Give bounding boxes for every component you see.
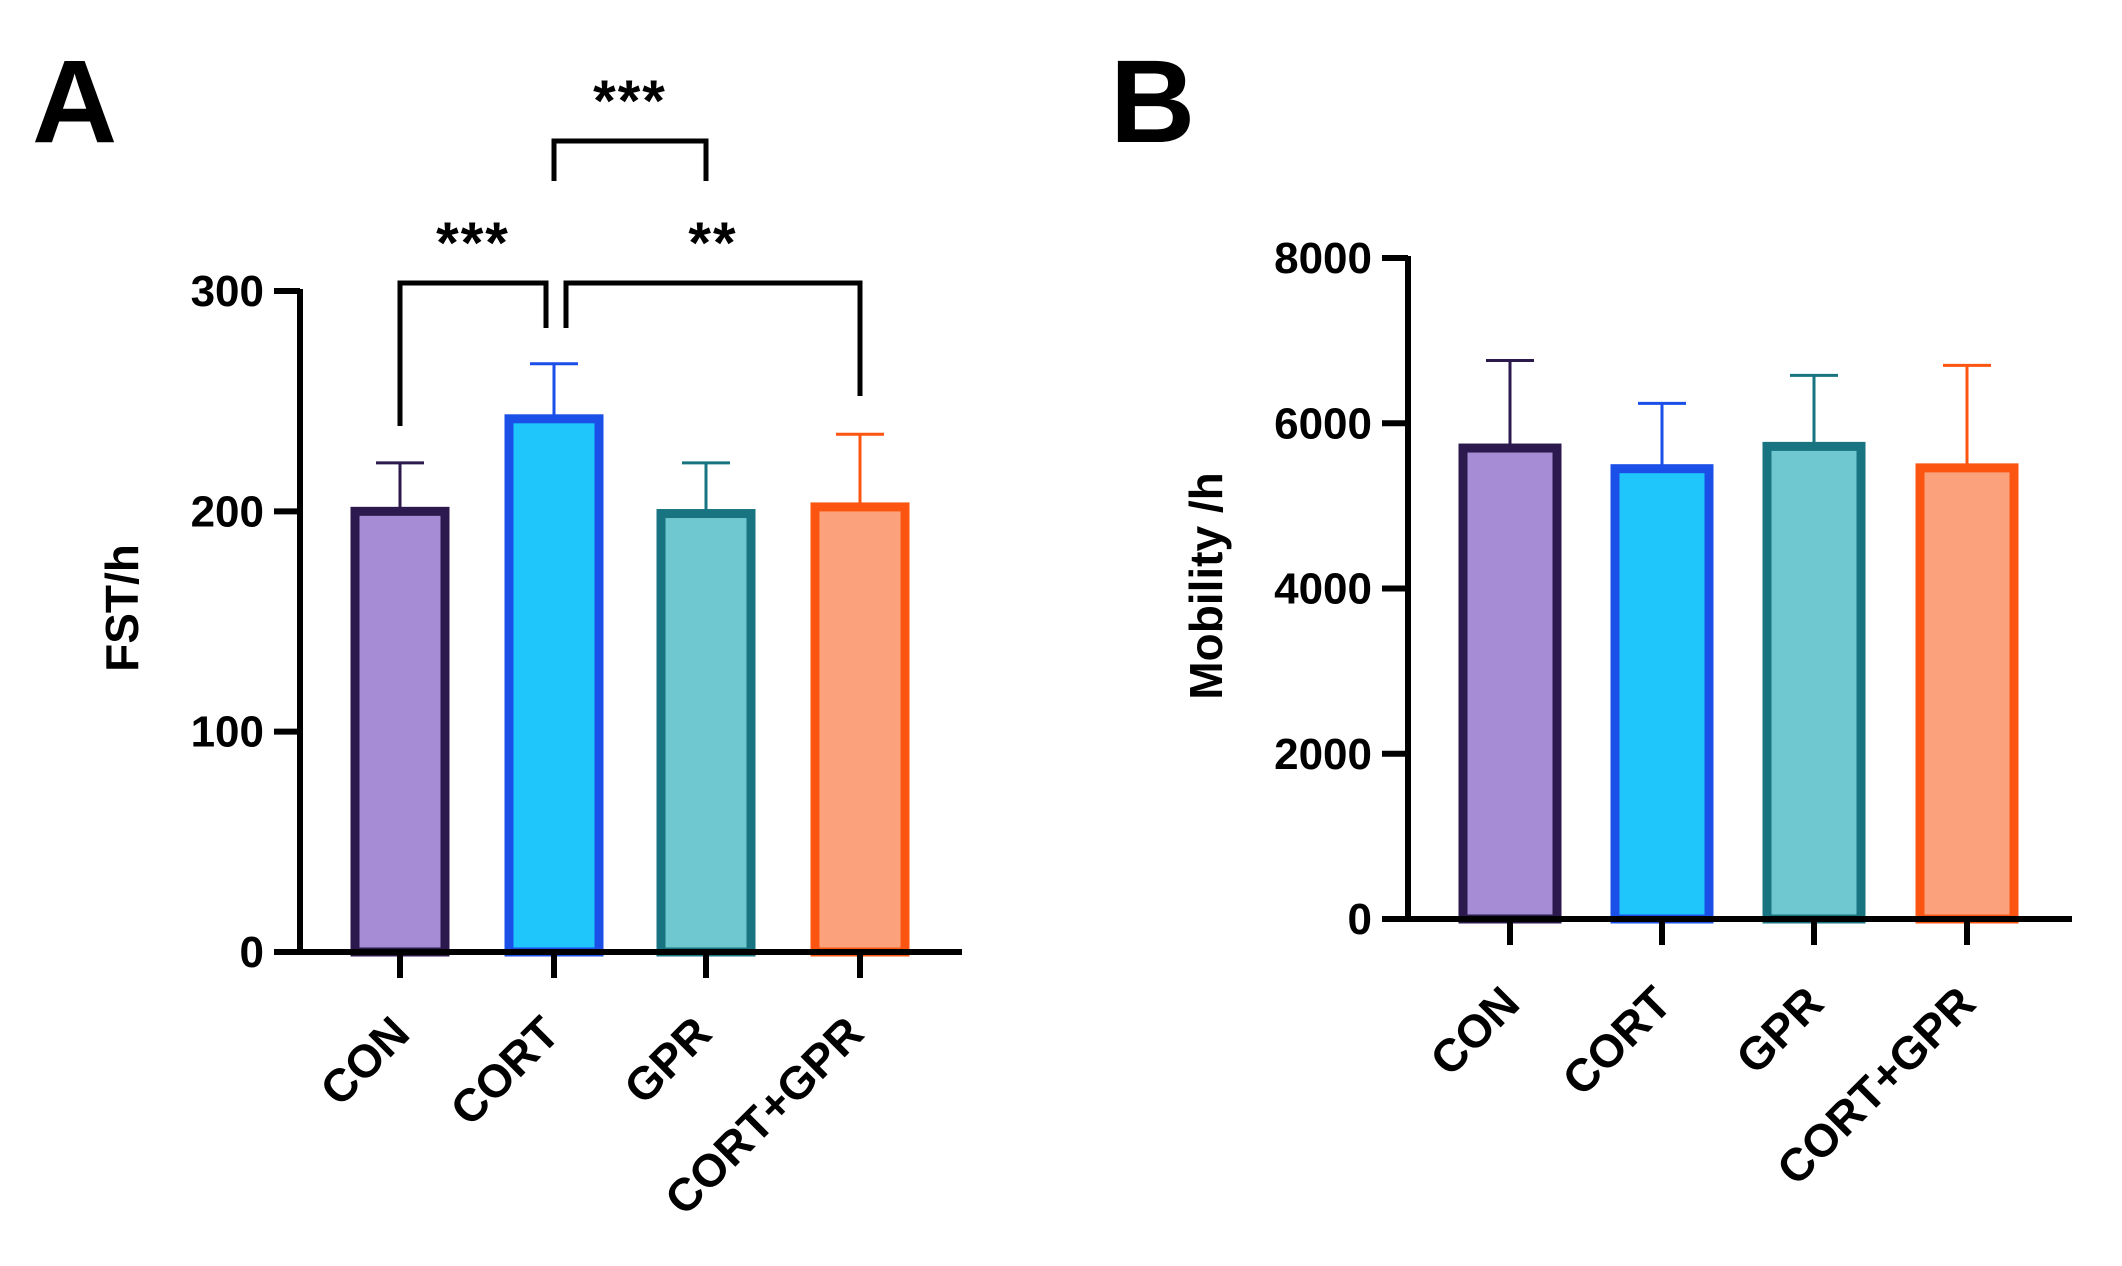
panel-a-bar-0	[350, 506, 450, 957]
panel-a-sig-bracket-2	[551, 138, 709, 181]
panel-b-bar-0	[1458, 443, 1562, 924]
panel-a-sig-label-0: ***	[436, 211, 510, 276]
panel-b-ytick-label-2: 4000	[1274, 565, 1372, 614]
panel-a-bar-3	[810, 502, 910, 957]
panel-b-ytick-label-0: 0	[1348, 895, 1372, 944]
panel-a-ytick-label-3: 300	[191, 267, 264, 316]
panel-a-category-label-0: CON	[310, 1006, 419, 1115]
panel-b-bar-1	[1610, 464, 1714, 924]
panel-a-category-label-1: CORT	[440, 1006, 569, 1135]
panel-a-ytick-label-2: 200	[191, 487, 264, 536]
panel-b-ylabel: Mobility /h	[1180, 472, 1232, 699]
panel-a-ylabel: FST/h	[96, 544, 148, 672]
panel-b-category-label-0: CON	[1420, 976, 1529, 1085]
panel-b-category-label-1: CORT	[1552, 976, 1681, 1105]
panel-a-sig-bracket-0	[397, 280, 549, 426]
panel-a-bar-2	[656, 509, 756, 957]
panel-b-letter: B	[1110, 36, 1195, 168]
panel-a-ytick-label-0: 0	[240, 928, 264, 977]
panel-a-ytick-label-1: 100	[191, 708, 264, 757]
panel-b-category-label-2: GPR	[1726, 976, 1833, 1083]
panel-b-bar-2	[1762, 441, 1866, 924]
panel-a-category-label-2: GPR	[614, 1006, 721, 1113]
panel-b-ytick-label-3: 6000	[1274, 399, 1372, 448]
panel-b-ytick-label-1: 2000	[1274, 730, 1372, 779]
panel-a-sig-label-1: **	[688, 211, 737, 276]
panel-a-sig-bracket-1	[563, 280, 863, 396]
panel-a-sig-label-2: ***	[593, 69, 667, 134]
panel-a-bar-1	[504, 414, 604, 957]
panel-a-letter: A	[32, 36, 117, 168]
panel-b: B Mobility /h 0 2000 4000 6000 8000 CON CORT GP…	[1110, 36, 2072, 1195]
panel-b-ytick-label-4: 8000	[1274, 234, 1372, 283]
panel-b-bar-3	[1915, 463, 2019, 924]
